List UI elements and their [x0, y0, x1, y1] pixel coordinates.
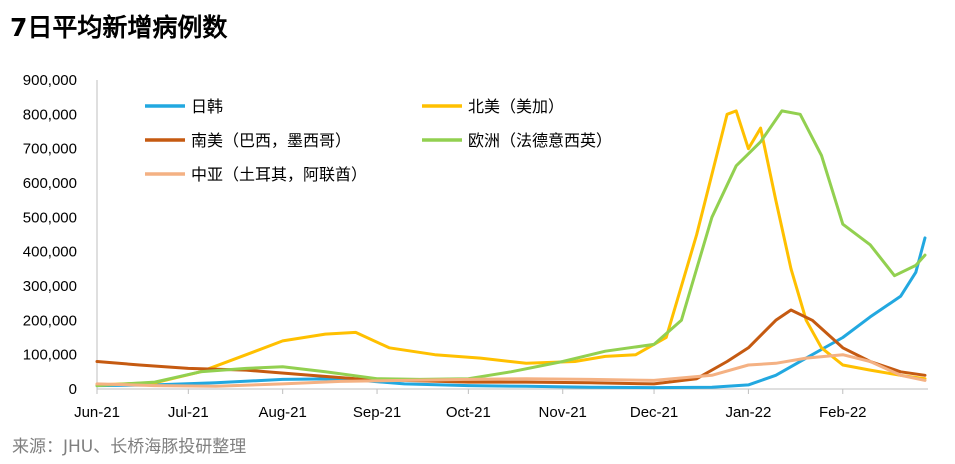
x-tick-label: Oct-21 [446, 404, 491, 421]
y-tick-label: 600,000 [23, 175, 77, 192]
x-tick-label: Jan-22 [725, 404, 771, 421]
legend-label: 欧洲（法德意西英） [468, 131, 612, 150]
x-tick-label: Aug-21 [258, 404, 306, 421]
series-group [95, 109, 927, 390]
y-tick-label: 300,000 [23, 278, 77, 295]
y-tick-label: 400,000 [23, 244, 77, 261]
x-tick-label: Jul-21 [168, 404, 209, 421]
series-line-3 [95, 109, 927, 388]
legend-label: 南美（巴西，墨西哥） [191, 131, 351, 150]
y-tick-label: 0 [69, 381, 77, 398]
series-line-1 [95, 109, 927, 387]
y-axis: 0 100,000 200,000 300,000 400,000 500,000 600,… [23, 72, 98, 398]
x-tick-label: Feb-22 [819, 404, 867, 421]
series-line-0 [95, 236, 927, 390]
legend-label: 日韩 [191, 97, 223, 116]
series-line-2 [95, 308, 927, 386]
x-tick-label: Jun-21 [74, 404, 120, 421]
y-tick-label: 800,000 [23, 106, 77, 123]
y-tick-label: 200,000 [23, 312, 77, 329]
y-tick-label: 100,000 [23, 347, 77, 364]
legend-label: 北美（美加） [468, 97, 564, 116]
y-tick-label: 500,000 [23, 209, 77, 226]
x-axis: Jun-21 Jul-21 Aug-21 Sep-21 Oct-21 Nov-21 Dec-… [74, 388, 928, 421]
legend: 日韩 北美（美加） 南美（巴西，墨西哥） 欧洲（法德意西英） 中亚（土耳其，阿联酋） [145, 97, 612, 184]
x-tick-label: Nov-21 [539, 404, 587, 421]
y-tick-label: 900,000 [23, 72, 77, 89]
x-tick-label: Sep-21 [353, 404, 401, 421]
legend-label: 中亚（土耳其，阿联酋） [191, 165, 367, 184]
series-line-4 [95, 353, 927, 388]
y-tick-label: 700,000 [23, 141, 77, 158]
source-note: 来源：JHU、长桥海豚投研整理 [12, 437, 247, 457]
page-title: 7日平均新增病例数 [10, 13, 228, 42]
x-tick-label: Dec-21 [630, 404, 678, 421]
